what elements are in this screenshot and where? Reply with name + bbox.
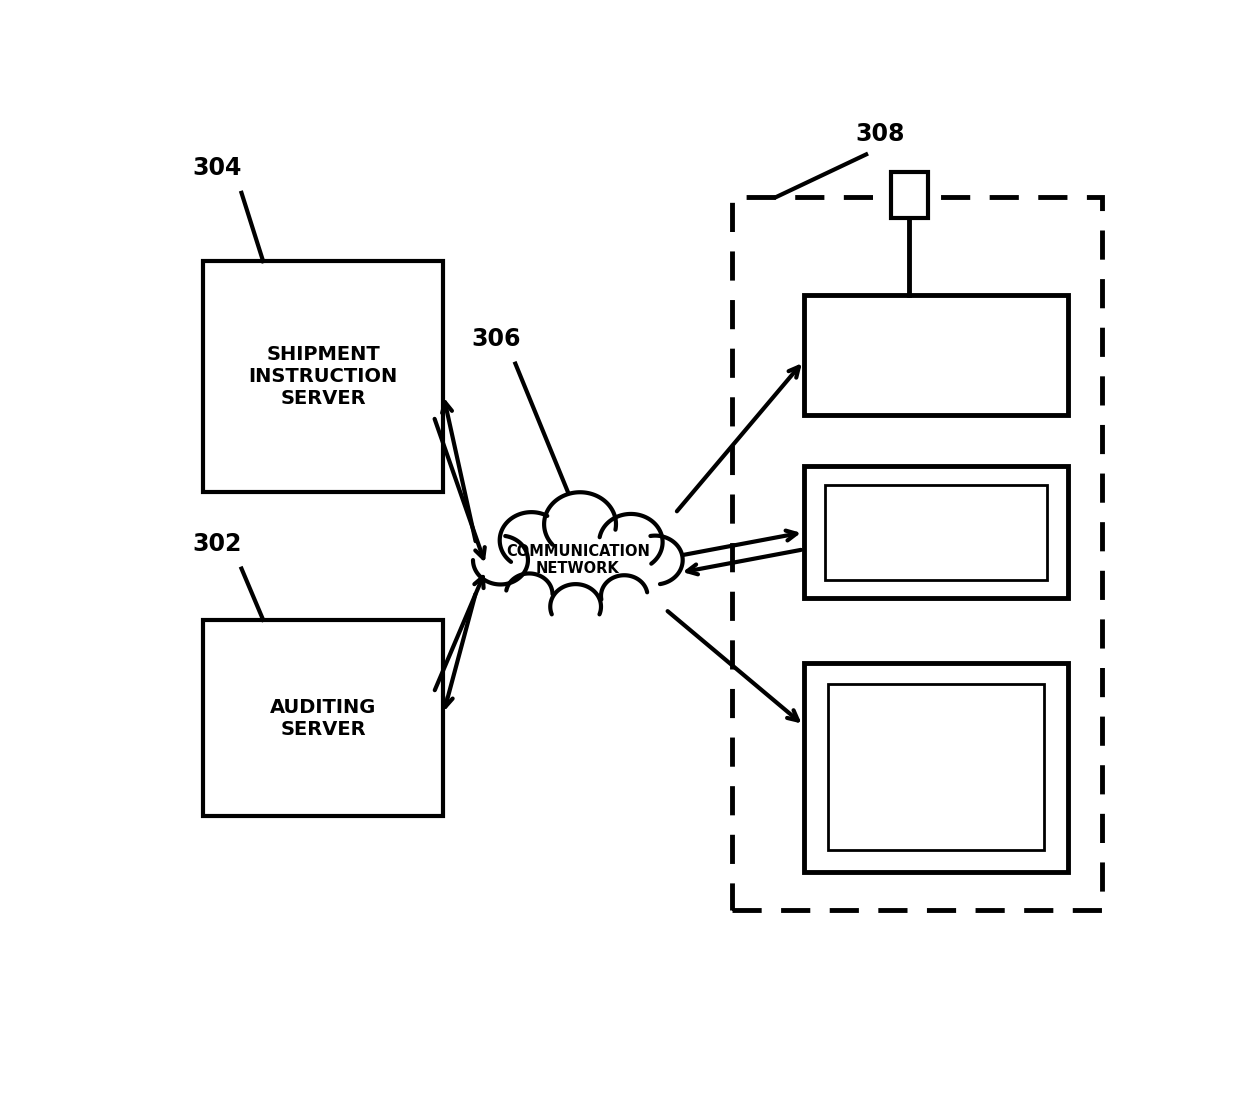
FancyBboxPatch shape [203, 620, 444, 816]
FancyBboxPatch shape [804, 662, 1068, 872]
Text: AUDITING
SERVER: AUDITING SERVER [270, 698, 377, 739]
FancyBboxPatch shape [892, 172, 928, 218]
Text: 302: 302 [192, 532, 242, 556]
FancyBboxPatch shape [804, 466, 1068, 599]
FancyBboxPatch shape [203, 262, 444, 491]
Text: SHIPMENT
INSTRUCTION
SERVER: SHIPMENT INSTRUCTION SERVER [248, 345, 398, 408]
FancyBboxPatch shape [828, 684, 1044, 851]
FancyBboxPatch shape [804, 295, 1068, 415]
Text: 308: 308 [856, 122, 905, 146]
FancyBboxPatch shape [732, 197, 1101, 910]
Text: 306: 306 [471, 327, 521, 350]
FancyBboxPatch shape [825, 485, 1047, 580]
Text: COMMUNICATION
NETWORK: COMMUNICATION NETWORK [506, 543, 650, 577]
Text: 304: 304 [192, 156, 242, 180]
